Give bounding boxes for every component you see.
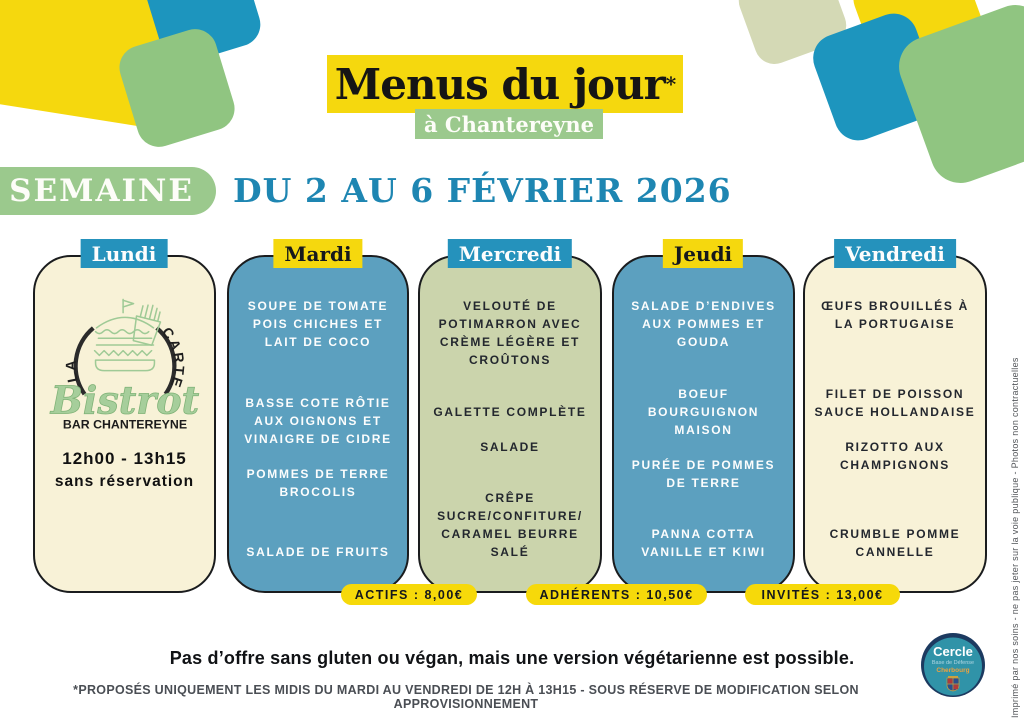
burger-fries-icon — [93, 298, 161, 372]
menu-card-jeudi: SALADE D’ENDIVES AUX POMMES ET GOUDA BOE… — [612, 255, 795, 593]
mercredi-main-group: GALETTE COMPLÈTE SALADE — [433, 403, 586, 456]
vegetarian-note: Pas d’offre sans gluten ou végan, mais u… — [169, 648, 855, 668]
day-label-lundi: Lundi — [80, 239, 168, 268]
day-label-mardi: Mardi — [273, 239, 363, 268]
mardi-menu-list: SOUPE DE TOMATE POIS CHICHES ET LAIT DE … — [229, 257, 407, 591]
print-note-vertical: Imprimé par nos soins - ne pas jeter sur… — [1010, 357, 1020, 718]
menu-card-vendredi: ŒUFS BROUILLÉS À LA PORTUGAISE FILET DE … — [803, 255, 987, 593]
price-badge-adherents: ADHÉRENTS : 10,50€ — [526, 584, 707, 605]
menu-item: SALADE DE FRUITS — [246, 545, 390, 559]
menu-item: PANNA COTTA VANILLE ET KIWI — [641, 527, 766, 559]
logo-bistrot-name: Bistrot — [49, 377, 199, 422]
menu-item: ŒUFS BROUILLÉS À LA PORTUGAISE — [821, 299, 969, 331]
menu-item: CRÊPE SUCRE/CONFITURE/ CARAMEL BEURRE SA… — [437, 491, 583, 559]
cercle-line2: Base de Défense — [932, 660, 974, 666]
menu-item: POMMES DE TERRE BROCOLIS — [246, 466, 390, 499]
cercle-badge-icon: Cercle Base de Défense Cherbourg — [917, 629, 989, 701]
logo-bar-name: BAR CHANTEREYNE — [62, 418, 186, 432]
jeudi-starter-group: SALADE D’ENDIVES AUX POMMES ET GOUDA — [622, 297, 785, 351]
vendredi-main-group: FILET DE POISSON SAUCE HOLLANDAISE RIZOT… — [813, 385, 977, 474]
menu-item: SALADE D’ENDIVES AUX POMMES ET GOUDA — [631, 299, 776, 349]
menu-item: SOUPE DE TOMATE POIS CHICHES ET LAIT DE … — [247, 299, 389, 349]
jeudi-menu-list: SALADE D’ENDIVES AUX POMMES ET GOUDA BOE… — [614, 257, 793, 591]
cercle-shield-icon — [946, 676, 960, 692]
day-label-mercredi: Mercredi — [447, 239, 573, 268]
menu-item: GALETTE COMPLÈTE — [433, 404, 587, 419]
date-range: DU 2 AU 6 FÉVRIER 2026 — [233, 171, 732, 210]
price-badge-invites: INVITÉS : 13,00€ — [745, 584, 900, 605]
vendredi-starter-group: ŒUFS BROUILLÉS À LA PORTUGAISE — [813, 297, 977, 333]
poster-title: Menus du jour * — [327, 55, 683, 113]
day-label-jeudi: Jeudi — [662, 239, 744, 268]
poster-title-text: Menus du jour — [334, 59, 666, 109]
week-banner: SEMAINE — [0, 167, 216, 215]
menu-item: RIZOTTO AUX CHAMPIGNONS — [839, 439, 951, 472]
vendredi-dessert-group: CRUMBLE POMME CANNELLE — [813, 525, 977, 561]
mardi-dessert-group: SALADE DE FRUITS — [246, 543, 389, 561]
poster-subtitle: à Chantereyne — [415, 109, 603, 139]
cercle-line3: Cherbourg — [936, 667, 969, 674]
lundi-reservation-note: sans réservation — [54, 473, 195, 490]
jeudi-main-group: BOEUF BOURGUIGNON MAISON PURÉE DE POMMES… — [622, 385, 785, 492]
price-badge-actifs: ACTIFS : 8,00€ — [341, 584, 477, 605]
menu-item: PURÉE DE POMMES DE TERRE — [631, 457, 776, 490]
menu-item: FILET DE POISSON SAUCE HOLLANDAISE — [814, 386, 976, 419]
mardi-main-group: BASSE COTE RÔTIE AUX OIGNONS ET VINAIGRE… — [237, 394, 399, 501]
mercredi-menu-list: VELOUTÉ DE POTIMARRON AVEC CRÈME LÉGÈRE … — [420, 257, 600, 591]
day-label-vendredi: Vendredi — [834, 239, 956, 268]
vendredi-menu-list: ŒUFS BROUILLÉS À LA PORTUGAISE FILET DE … — [805, 257, 985, 591]
menu-item: BASSE COTE RÔTIE AUX OIGNONS ET VINAIGRE… — [244, 395, 392, 446]
menu-item: VELOUTÉ DE POTIMARRON AVEC CRÈME LÉGÈRE … — [438, 299, 582, 367]
lundi-card-body: LA CARTE Bistrot BAR CHANTEREYNE 12h00 -… — [35, 257, 214, 591]
mercredi-dessert-group: CRÊPE SUCRE/CONFITURE/ CARAMEL BEURRE SA… — [428, 489, 592, 561]
menu-card-mercredi: VELOUTÉ DE POTIMARRON AVEC CRÈME LÉGÈRE … — [418, 255, 602, 593]
cercle-name: Cercle — [933, 644, 973, 659]
menu-item: CRUMBLE POMME CANNELLE — [829, 527, 961, 559]
mardi-starter-group: SOUPE DE TOMATE POIS CHICHES ET LAIT DE … — [237, 297, 399, 351]
lundi-hours: 12h00 - 13h15 — [62, 449, 187, 468]
menu-card-mardi: SOUPE DE TOMATE POIS CHICHES ET LAIT DE … — [227, 255, 409, 593]
menu-card-lundi: LA CARTE Bistrot BAR CHANTEREYNE 12h00 -… — [33, 255, 216, 593]
mercredi-starter-group: VELOUTÉ DE POTIMARRON AVEC CRÈME LÉGÈRE … — [428, 297, 592, 369]
footnote: *PROPOSÉS UNIQUEMENT LES MIDIS DU MARDI … — [73, 683, 859, 711]
jeudi-dessert-group: PANNA COTTA VANILLE ET KIWI — [622, 525, 785, 561]
menu-item: SALADE — [480, 439, 540, 454]
lundi-hours-block: 12h00 - 13h15 sans réservation — [55, 449, 194, 491]
menu-item: BOEUF BOURGUIGNON MAISON — [647, 386, 760, 437]
bistrot-logo-icon: LA CARTE Bistrot BAR CHANTEREYNE — [49, 298, 200, 432]
